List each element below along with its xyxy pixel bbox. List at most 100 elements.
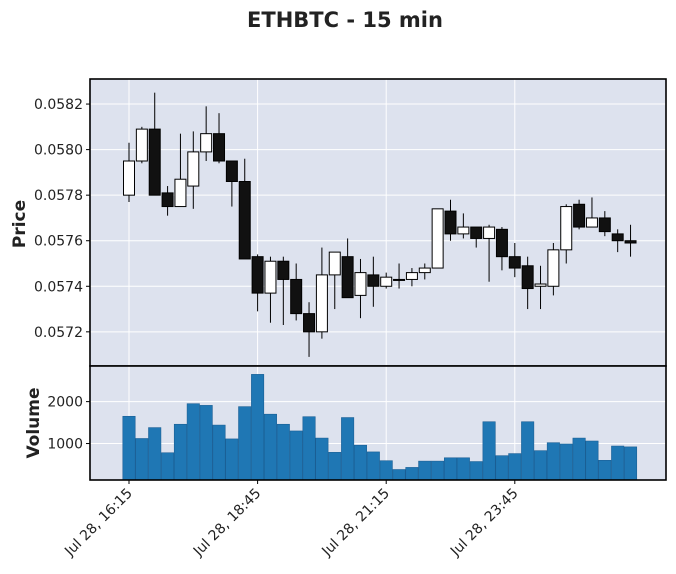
chart-title: ETHBTC - 15 min (247, 8, 443, 32)
volume-bar (186, 403, 200, 481)
candle-body (161, 192, 174, 208)
volume-bar (572, 437, 586, 481)
volume-bar (353, 444, 367, 481)
candle (470, 226, 483, 248)
candle-body (315, 274, 328, 333)
volume-tick-label: 1000 (47, 437, 83, 453)
volume-y-ticks: 1000 2000 (47, 395, 90, 453)
price-tick-label: 0.0574 (34, 279, 83, 295)
volume-bar (148, 427, 162, 481)
candle (367, 256, 380, 307)
candle-body (534, 283, 547, 287)
volume-bar (469, 461, 483, 481)
candle-body (624, 240, 637, 244)
candle-body (585, 217, 598, 228)
volume-bar (456, 457, 470, 481)
x-tick-label: Jul 28, 21:15 (318, 486, 393, 561)
volume-bar (534, 450, 548, 481)
candle (444, 199, 457, 241)
candle-body (341, 256, 354, 299)
volume-panel-frame (89, 365, 667, 481)
price-tick-label: 0.0572 (34, 325, 83, 341)
candle (213, 113, 226, 164)
candle (200, 106, 213, 161)
candle (148, 92, 161, 196)
volume-bar (443, 457, 457, 481)
price-y-ticks: 0.0572 0.0574 0.0576 0.0578 0.0580 0.0582 (34, 97, 90, 341)
candle (277, 256, 290, 325)
volume-bar (379, 460, 393, 481)
candle (585, 197, 598, 228)
candle-body (457, 226, 470, 235)
candle (611, 229, 624, 253)
candle (290, 263, 303, 321)
price-tick-label: 0.0582 (34, 97, 83, 113)
candle-body (431, 208, 444, 269)
candle-body (328, 251, 341, 276)
candle-body (598, 217, 611, 233)
candle-body (354, 272, 367, 296)
price-tick-label: 0.0578 (34, 188, 83, 204)
candle (495, 227, 508, 271)
candle (303, 302, 316, 357)
candle-body (495, 228, 508, 258)
volume-bar (199, 405, 213, 481)
candle-body (200, 133, 213, 153)
volume-bar (161, 452, 175, 481)
candle (341, 238, 354, 299)
x-tick-label: Jul 28, 23:45 (447, 486, 522, 561)
volume-bar (302, 416, 316, 481)
candle (598, 211, 611, 237)
candle (418, 263, 431, 280)
volume-bar (212, 424, 226, 481)
volume-bar (366, 451, 380, 481)
volume-bar (238, 406, 252, 481)
candle-body (187, 151, 200, 187)
candle (534, 265, 547, 310)
candle-body (405, 272, 418, 280)
candle (238, 158, 251, 260)
volume-bar (482, 421, 496, 481)
volume-bar (418, 460, 432, 481)
candle-body (135, 128, 148, 162)
candle-body (303, 313, 316, 333)
candle (560, 204, 573, 264)
candle (508, 243, 521, 278)
candle-body (483, 226, 496, 239)
price-axis-label: Price (10, 200, 30, 248)
volume-bar (559, 443, 573, 481)
volume-axis-label: Volume (24, 387, 44, 458)
candle (187, 131, 200, 209)
candle-body (174, 178, 187, 208)
volume-bar (173, 423, 187, 481)
volume-bar (598, 460, 612, 481)
candle (380, 272, 393, 289)
price-panel: 0.0572 0.0574 0.0576 0.0578 0.0580 0.0582 Pri… (10, 78, 667, 367)
candle (521, 256, 534, 310)
volume-bar (546, 442, 560, 481)
volume-bar (289, 430, 303, 481)
volume-bars (122, 374, 638, 481)
price-tick-label: 0.0576 (34, 234, 83, 250)
candle-body (148, 128, 161, 196)
candle (547, 243, 560, 296)
candle-body (508, 256, 521, 269)
volume-bar (624, 446, 638, 481)
candle (123, 142, 135, 202)
candle-body (213, 133, 226, 162)
candle-body (225, 160, 238, 182)
candle-body (418, 267, 431, 274)
volume-bar (263, 413, 277, 481)
volume-bar (135, 438, 149, 481)
candle (624, 224, 637, 257)
volume-bar (392, 469, 406, 481)
candle-body (290, 278, 303, 315)
candle (483, 224, 496, 282)
volume-bar (341, 417, 355, 481)
candle (393, 263, 406, 289)
volume-bar (251, 374, 265, 481)
x-axis-ticks: Jul 28, 16:15 Jul 28, 18:45 Jul 28, 21:15 J… (61, 480, 522, 561)
volume-bar (585, 440, 599, 481)
candle (405, 268, 418, 287)
candle (264, 256, 277, 323)
